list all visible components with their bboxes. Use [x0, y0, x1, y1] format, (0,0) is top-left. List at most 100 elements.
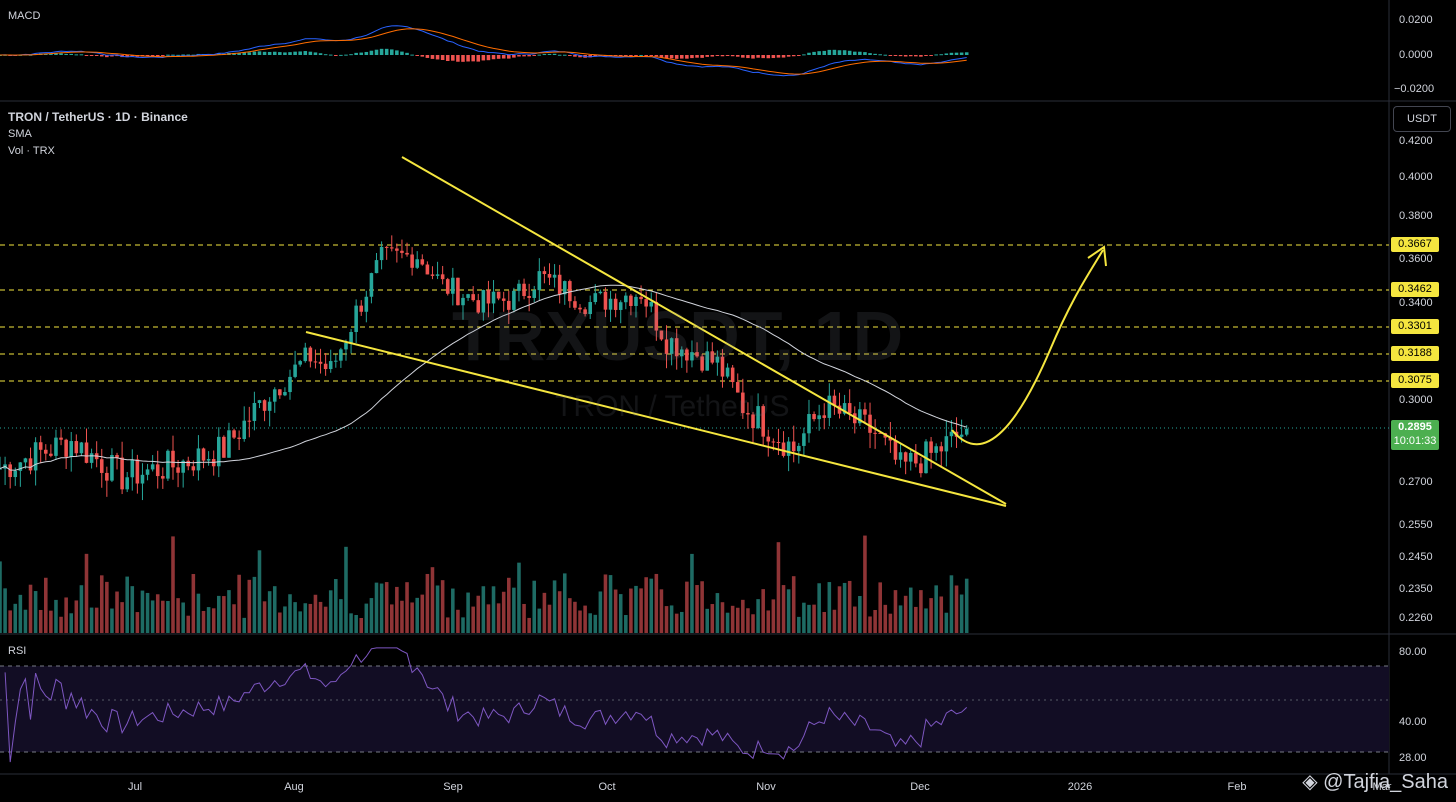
macd-histogram-bar — [181, 54, 185, 56]
macd-histogram-bar — [425, 55, 430, 58]
candle-body — [822, 415, 827, 418]
projection-arrow-curve[interactable] — [951, 249, 1104, 446]
candles[interactable] — [0, 235, 969, 501]
candle-body — [939, 446, 944, 452]
volume-bar — [791, 576, 796, 633]
macd-histogram-bar — [186, 54, 191, 56]
volume-bar — [461, 617, 465, 633]
macd-histogram-bar — [257, 51, 262, 55]
candle-body — [568, 281, 572, 302]
macd-histogram-bar — [786, 55, 791, 57]
candle-body — [588, 302, 592, 315]
macd-histogram-bar — [710, 55, 715, 57]
volume-legend[interactable]: Vol · TRX — [8, 145, 55, 157]
current-price-value: 0.2895 — [1398, 421, 1432, 433]
macd-histogram-bar — [629, 55, 633, 56]
macd-histogram-bar — [568, 55, 572, 56]
macd-histogram-bar — [176, 54, 180, 56]
candle-body — [659, 330, 664, 340]
level-tag[interactable]: 0.3075 — [1391, 373, 1439, 388]
volume-bar — [354, 614, 358, 633]
volume-bar — [359, 617, 364, 633]
candle-body — [369, 273, 374, 297]
candle-body — [771, 441, 776, 443]
currency-unit-button[interactable]: USDT — [1393, 106, 1451, 132]
volume-bar — [898, 605, 903, 633]
candle-body — [125, 477, 129, 490]
volume-bar — [8, 610, 12, 633]
candle-body — [786, 441, 791, 456]
macd-histogram-bar — [242, 52, 247, 55]
candle-body — [288, 376, 292, 393]
volume-bar — [79, 585, 84, 633]
volume-bar — [49, 610, 53, 633]
rsi-band — [0, 666, 1389, 752]
watermark-symbol: TRXUSDT, 1D — [452, 297, 904, 375]
sma-legend[interactable]: SMA — [8, 128, 32, 140]
candle-body — [863, 409, 867, 415]
macd-histogram-bar — [405, 52, 409, 55]
candle-body — [934, 446, 938, 453]
volume-bar — [64, 597, 68, 633]
author-handle: @Tajfia_Saha — [1323, 771, 1448, 793]
macd-histogram-bar — [715, 55, 720, 56]
volume-bar — [578, 610, 582, 633]
macd-histogram-bar — [389, 49, 394, 55]
level-tag[interactable]: 0.3667 — [1391, 237, 1439, 252]
macd-histogram-bar — [267, 51, 272, 55]
binance-logo-icon: ◈ — [1302, 771, 1318, 793]
volume-bar — [919, 590, 923, 633]
volume-bar — [608, 575, 613, 633]
macd-histogram-bar — [456, 55, 460, 62]
macd-histogram-bar — [847, 50, 852, 55]
rsi-legend[interactable]: RSI — [8, 645, 27, 657]
candle-body — [171, 450, 175, 468]
candle-body — [618, 302, 623, 310]
volume-bar — [84, 553, 89, 633]
macd-histogram-bar — [812, 51, 816, 55]
volume-bar — [679, 611, 684, 633]
macd-histogram-bar — [730, 55, 735, 57]
macd-histogram-bar — [939, 54, 944, 56]
volume-bar — [863, 535, 867, 633]
candle-body — [0, 468, 2, 470]
macd-histogram-bar — [644, 55, 648, 56]
candle-body — [430, 274, 435, 276]
candle-body — [486, 290, 491, 304]
level-tag[interactable]: 0.3462 — [1391, 282, 1439, 297]
macd-histogram-bar — [125, 55, 129, 58]
volume-bar — [486, 604, 491, 633]
volume-bar — [654, 573, 659, 633]
volume-bar — [812, 604, 816, 633]
current-price-tag[interactable]: 0.2895 10:01:33 — [1391, 420, 1439, 450]
volume-bar — [532, 580, 537, 633]
macd-histogram-bar — [512, 55, 516, 58]
volume-bar — [496, 603, 501, 633]
volume-bar — [705, 608, 710, 633]
candle-body — [847, 403, 852, 414]
volume-bar — [384, 582, 389, 633]
candle-body — [476, 300, 481, 313]
macd-legend[interactable]: MACD — [8, 10, 41, 22]
time-axis-label: Jul — [127, 781, 143, 793]
volume-bar — [94, 607, 99, 633]
falling-wedge-drawing[interactable] — [305, 156, 1007, 507]
volume-bar — [201, 610, 206, 633]
macd-histogram-bar — [69, 53, 74, 55]
candle-body — [512, 290, 516, 310]
level-tag[interactable]: 0.3301 — [1391, 319, 1439, 334]
symbol-legend[interactable]: TRON / TetherUS · 1D · Binance — [8, 110, 188, 124]
macd-histogram-bar — [410, 54, 414, 56]
volume-bar — [552, 580, 557, 633]
level-tag[interactable]: 0.3188 — [1391, 346, 1439, 361]
macd-histogram-bar — [573, 55, 577, 57]
macd-histogram-bar — [445, 55, 450, 61]
candle-body — [344, 342, 348, 350]
volume-bar — [771, 599, 776, 633]
macd-histogram-bar — [797, 55, 801, 56]
macd-histogram-bar — [898, 55, 903, 57]
candle-body — [8, 464, 12, 478]
price-axis-tick: 0.3400 — [1399, 297, 1433, 309]
volume-bar — [512, 587, 516, 633]
